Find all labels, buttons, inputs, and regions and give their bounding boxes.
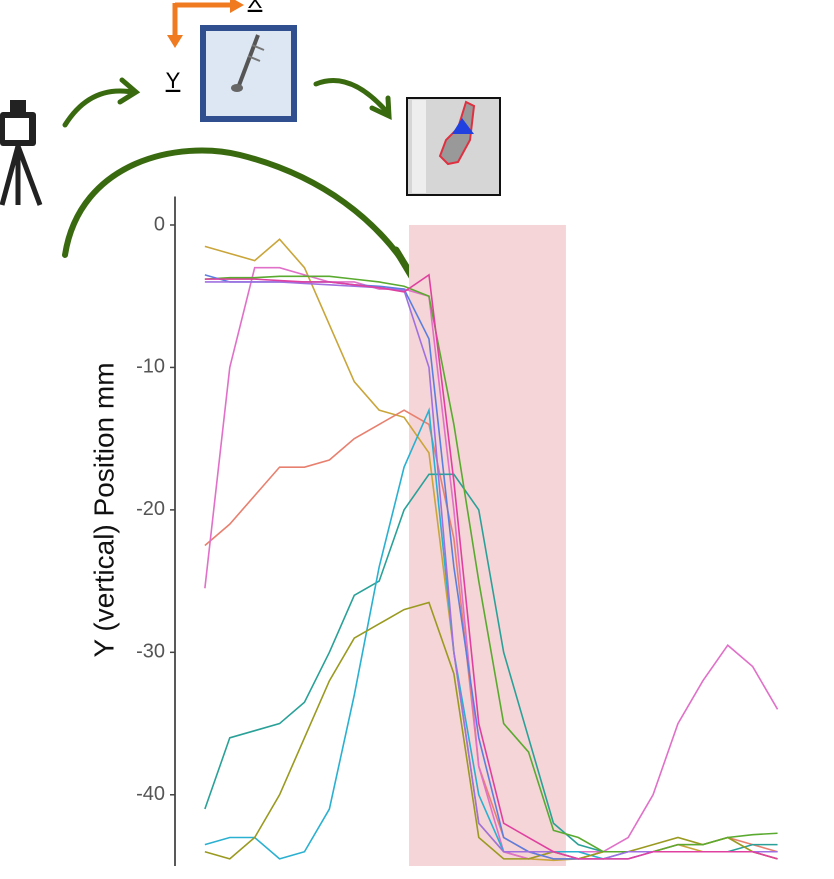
plot: 0 -10 -20 -30 -40 Y (vertical) Position mm bbox=[88, 197, 777, 867]
figure: X Y 0 -10 -20 -30 -40 Y (vertical) Position m… bbox=[0, 0, 834, 879]
camera-icon bbox=[0, 100, 40, 205]
y-tick-label: 0 bbox=[154, 213, 165, 235]
y-tick-label: -20 bbox=[136, 498, 165, 520]
x-label: X bbox=[248, 0, 263, 13]
y-label: Y bbox=[166, 68, 181, 93]
y-tick-label: -10 bbox=[136, 356, 165, 378]
y-axis-title: Y (vertical) Position mm bbox=[88, 362, 119, 657]
y-tick-label: -40 bbox=[136, 783, 165, 805]
mask-image bbox=[407, 98, 500, 195]
y-tick-label: -30 bbox=[136, 641, 165, 663]
frame-image bbox=[203, 28, 294, 119]
